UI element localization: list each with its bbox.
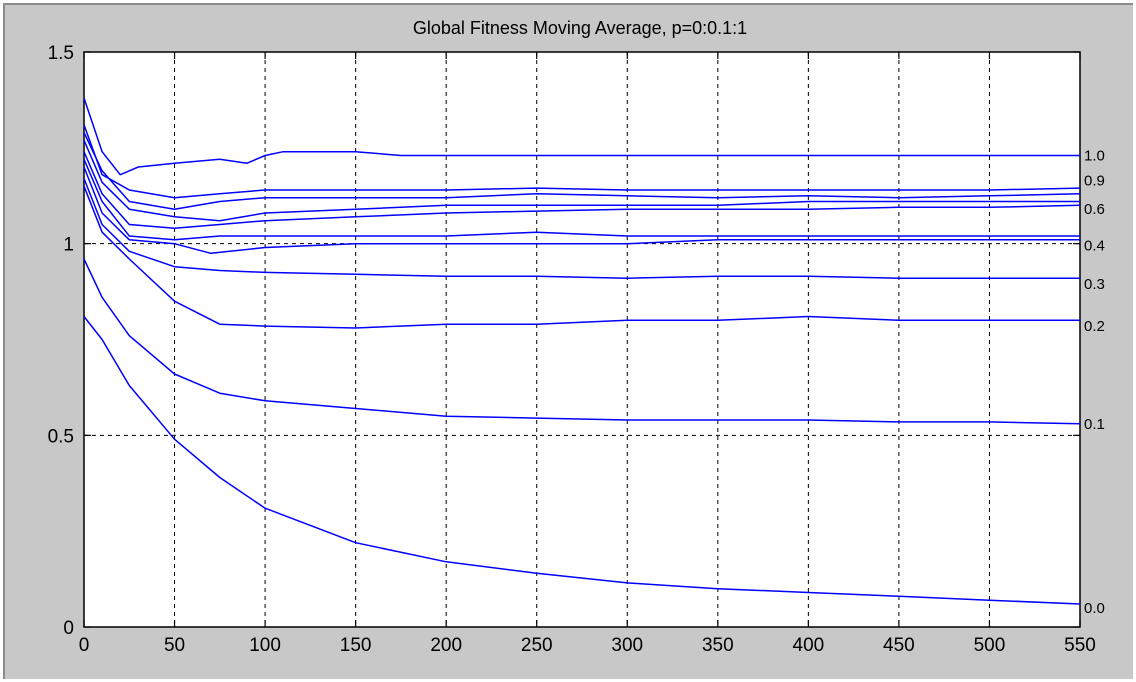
x-tick-label: 500 [974,635,1006,656]
series-line-0-2 [83,185,1080,329]
series-line-unlabeled-6 [83,151,1081,230]
series-line-0-1 [83,258,1081,425]
series-lines [83,97,1081,605]
series-line-unlabeled-8 [83,132,1081,210]
y-tick-label: 1 [63,235,74,256]
series-label: 0.6 [1084,201,1105,218]
x-tick-label: 300 [611,635,643,656]
y-axis-tick-labels: 0 0.5 1 1.5 [48,43,74,639]
x-tick-label: 50 [164,635,185,656]
x-tick-label: 0 [79,635,90,656]
series-label: 0.1 [1084,416,1105,433]
series-label: 0.9 [1084,172,1105,189]
series-label: 0.2 [1084,318,1105,335]
x-tick-label: 250 [521,635,553,656]
series-label: 0.0 [1084,600,1105,617]
x-tick-label: 100 [249,635,281,656]
series-line-unlabeled-4 [83,166,1080,255]
x-axis-tick-labels: 0 50 100 150 200 250 300 350 400 450 500 550 [79,635,1096,656]
series-end-labels: 1.0 0.9 0.6 0.4 0.3 0.2 0.1 0.0 [1084,148,1105,617]
series-label: 0.4 [1084,238,1105,255]
series-line-1-0 [83,97,1080,176]
series-line-0-0 [83,316,1081,605]
series-line-0-9 [83,124,1081,199]
plot-area [83,51,1081,628]
series-line-0-3 [83,178,1080,279]
y-tick-label: 0.5 [48,426,74,447]
x-tick-label: 350 [702,635,734,656]
y-tick-label: 1.5 [48,43,74,64]
x-tick-label: 450 [883,635,915,656]
series-line-0-6 [83,139,1080,222]
y-tick-label: 0 [63,618,74,639]
x-tick-label: 200 [430,635,462,656]
chart-title: Global Fitness Moving Average, p=0:0.1:1 [413,18,747,38]
x-tick-label: 150 [340,635,372,656]
x-tick-label: 400 [793,635,825,656]
x-tick-label: 550 [1064,635,1096,656]
series-label: 1.0 [1084,148,1105,165]
axis-ticks [83,51,1081,628]
series-line-0-4 [83,159,1080,241]
series-label: 0.3 [1084,276,1105,293]
